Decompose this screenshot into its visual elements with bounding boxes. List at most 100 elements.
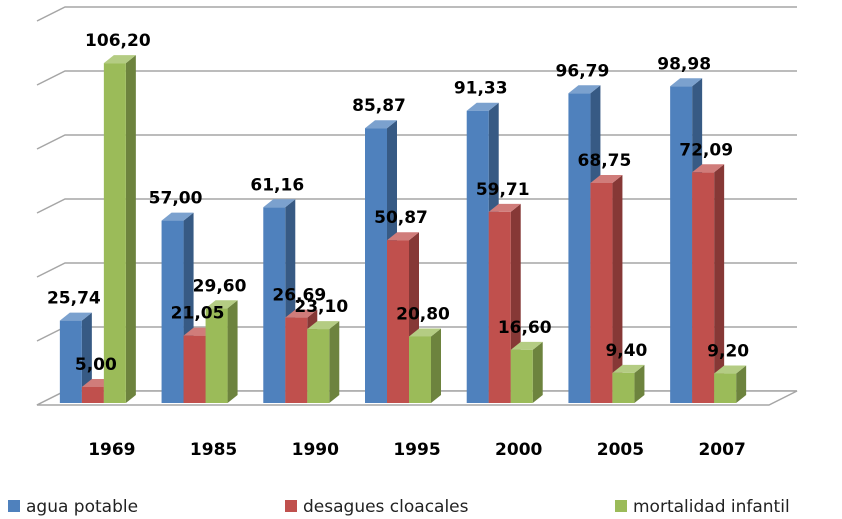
bar	[612, 364, 645, 403]
bar-top	[205, 300, 238, 309]
grid-line	[36, 6, 797, 22]
x-tick-label: 1995	[393, 440, 440, 460]
bar-side	[736, 365, 747, 403]
bar	[307, 321, 340, 403]
bar-front	[510, 349, 533, 403]
value-label: 91,33	[454, 79, 508, 99]
grid-line	[36, 134, 797, 150]
legend-label: agua potable	[26, 497, 138, 517]
bar-top	[590, 175, 623, 183]
bar-side	[81, 312, 92, 403]
bar-front	[205, 308, 228, 403]
bar-top	[307, 321, 340, 330]
grid-line	[36, 262, 797, 278]
bar-side	[329, 321, 340, 403]
value-label: 96,79	[556, 61, 610, 81]
bar-top	[387, 232, 419, 241]
bar-front	[365, 128, 387, 403]
value-label: 9,40	[605, 341, 647, 361]
bar-front	[81, 387, 104, 403]
bar-front	[183, 335, 206, 403]
x-tick-label: 1985	[190, 440, 237, 460]
legend-label: desagues cloacales	[303, 497, 469, 517]
bar-front	[714, 373, 737, 403]
bar-front	[409, 336, 431, 403]
bar-front	[103, 63, 126, 403]
bar	[510, 341, 543, 403]
bar-top	[714, 365, 747, 374]
x-tick-label: 2005	[597, 440, 644, 460]
bar-top	[103, 55, 136, 64]
bar-top	[263, 199, 296, 208]
grid-line	[36, 198, 797, 214]
bar-front	[612, 372, 635, 403]
bar-front	[568, 93, 591, 403]
legend-swatch	[615, 500, 627, 512]
bar-top	[568, 85, 601, 94]
value-label: 26,69	[272, 286, 326, 306]
bar	[205, 300, 238, 403]
value-label: 57,00	[149, 189, 203, 209]
x-tick-label: 1969	[88, 440, 135, 460]
value-label: 59,71	[476, 180, 530, 200]
bar	[590, 175, 623, 403]
value-label: 85,87	[352, 96, 406, 116]
bar-side	[431, 328, 441, 403]
bar-top	[510, 341, 543, 350]
value-label: 50,87	[374, 208, 428, 228]
value-label: 61,16	[250, 175, 304, 195]
bar-top	[365, 120, 397, 129]
bar-side	[125, 55, 136, 403]
bar-front	[161, 220, 184, 403]
bar-top	[692, 164, 725, 173]
legend-swatch	[8, 500, 20, 512]
bar	[103, 55, 136, 403]
bar-front	[692, 172, 715, 403]
bar-front	[488, 211, 511, 403]
bar-side	[227, 300, 238, 403]
bar-front	[263, 207, 286, 403]
bar-front	[466, 110, 489, 403]
value-label: 25,74	[47, 289, 101, 309]
bar-front	[590, 183, 613, 403]
bar-front	[59, 320, 82, 403]
value-label: 21,05	[171, 304, 225, 324]
x-tick-label: 2000	[495, 440, 542, 460]
value-label: 20,80	[396, 304, 450, 324]
value-label: 29,60	[193, 276, 247, 296]
value-label: 68,75	[578, 151, 632, 171]
value-label: 16,60	[498, 318, 552, 338]
bar-top	[488, 203, 521, 212]
bar	[409, 328, 441, 403]
bar-front	[307, 329, 330, 403]
x-tick-label: 1990	[292, 440, 339, 460]
bar-top	[161, 212, 194, 221]
value-label: 106,20	[85, 31, 151, 51]
value-label: 23,10	[294, 297, 348, 317]
bar-top	[59, 312, 92, 321]
bar-top	[409, 328, 441, 337]
bar-top	[670, 78, 703, 87]
bar-front	[670, 86, 693, 403]
value-label: 72,09	[679, 140, 733, 160]
bar-front	[387, 240, 409, 403]
bar-front	[285, 317, 308, 403]
value-label: 9,20	[707, 342, 749, 362]
legend-swatch	[285, 500, 297, 512]
bar-top	[466, 102, 499, 111]
bar-top	[612, 364, 645, 373]
bar-side	[612, 175, 623, 403]
legend-label: mortalidad infantil	[633, 497, 790, 517]
bar	[59, 312, 92, 403]
bar-side	[532, 341, 543, 403]
value-label: 5,00	[75, 355, 117, 375]
grid-line	[36, 70, 797, 86]
bar	[714, 365, 747, 403]
bar-top	[285, 309, 318, 318]
bar-side	[634, 364, 645, 403]
value-label: 98,98	[657, 54, 711, 74]
bar	[692, 164, 725, 403]
bar-side	[714, 164, 725, 403]
x-tick-label: 2007	[698, 440, 745, 460]
